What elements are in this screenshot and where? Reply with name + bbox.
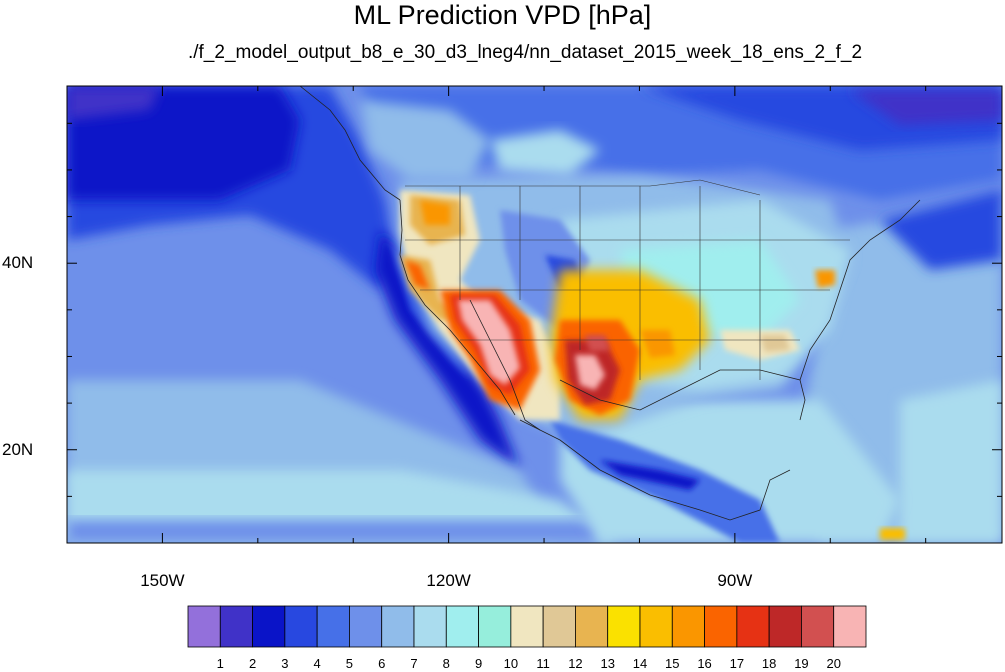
colorbar-box [381, 605, 415, 648]
colorbar-level-label: 6 [378, 656, 386, 671]
colorbar-level-label: 8 [442, 656, 450, 671]
lon-label: 120W [426, 571, 471, 590]
colorbar-box [704, 605, 738, 648]
colorbar-box [639, 605, 673, 648]
vpd-field [67, 86, 1002, 543]
colorbar-level-label: 9 [474, 656, 483, 671]
colorbar-box [671, 605, 705, 648]
lat-label: 40N [2, 253, 34, 273]
vpd-map [66, 85, 1003, 544]
colorbar-box [607, 605, 641, 648]
colorbar-box [575, 605, 609, 648]
colorbar-box [252, 605, 286, 648]
colorbar-level-label: 14 [632, 656, 648, 671]
colorbar-level-label: 3 [281, 656, 289, 671]
colorbar-box [445, 605, 479, 648]
colorbar-level-label: 17 [729, 656, 745, 671]
colorbar-box [316, 605, 350, 648]
state-borders [405, 179, 850, 380]
colorbar-box [736, 605, 770, 648]
colorbar-box [801, 605, 835, 648]
lon-label: 150W [140, 571, 185, 590]
colorbar-level-label: 11 [536, 656, 550, 671]
plot-title: ML Prediction VPD [hPa] [353, 0, 652, 30]
plot-subtitle: ./f_2_model_output_b8_e_30_d3_lneg4/nn_d… [187, 42, 863, 63]
colorbar-level-label: 5 [345, 656, 354, 671]
axis-ticks [67, 86, 1002, 543]
colorbar-box [219, 605, 253, 648]
colorbar-level-label: 20 [826, 656, 841, 671]
colorbar-level-label: 2 [248, 656, 257, 671]
map-frame [66, 85, 1003, 544]
colorbar-box [478, 605, 512, 648]
colorbar-level-label: 4 [313, 656, 321, 671]
colorbar-box [833, 605, 867, 648]
coastlines [299, 86, 921, 521]
colorbar-box [284, 605, 318, 648]
colorbar-box [187, 605, 221, 648]
colorbar-level-label: 18 [761, 656, 777, 671]
colorbar-box [349, 605, 383, 648]
colorbar-level-label: 19 [794, 656, 809, 671]
colorbar-level-label: 12 [568, 656, 583, 671]
colorbar-level-label: 7 [410, 656, 418, 671]
colorbar-level-label: 13 [600, 656, 615, 671]
lat-label: 20N [2, 439, 34, 459]
colorbar-level-label: 16 [697, 656, 712, 671]
colorbar-box [768, 605, 802, 648]
colorbar-box [510, 605, 544, 648]
colorbar-box [542, 605, 576, 648]
colorbar-level-label: 15 [665, 656, 680, 671]
colorbar-box [413, 605, 447, 648]
colorbar-level-label: 10 [503, 656, 519, 671]
colorbar-level-label: 1 [216, 656, 224, 671]
lon-label: 90W [717, 571, 753, 590]
